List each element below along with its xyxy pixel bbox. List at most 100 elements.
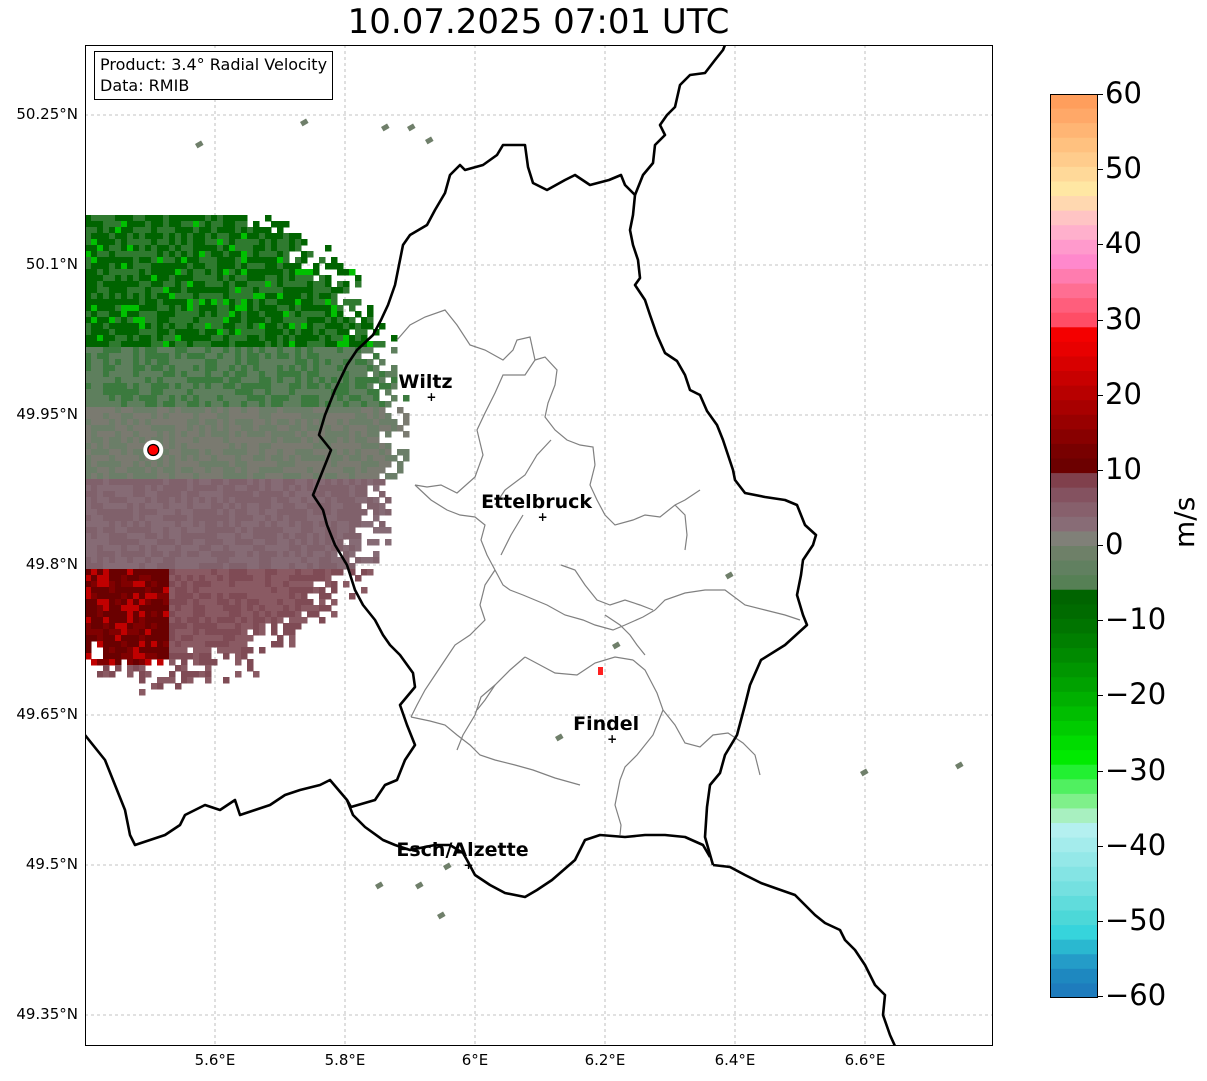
radar-pixel	[217, 425, 224, 432]
radar-pixel	[259, 515, 266, 522]
radar-pixel	[193, 509, 200, 516]
radar-pixel	[121, 599, 128, 606]
radar-pixel	[121, 449, 128, 456]
radar-pixel	[361, 377, 368, 384]
radar-pixel	[97, 311, 104, 318]
radar-pixel	[109, 551, 116, 558]
radar-pixel	[241, 599, 248, 606]
radar-pixel	[211, 413, 218, 420]
radar-pixel	[247, 311, 254, 318]
radar-pixel	[355, 323, 362, 330]
radar-pixel	[157, 629, 164, 636]
radar-pixel	[127, 305, 134, 312]
radar-pixel	[259, 269, 266, 276]
radar-pixel	[205, 377, 212, 384]
radar-pixel	[163, 371, 170, 378]
radar-pixel	[169, 551, 176, 558]
radar-pixel	[115, 491, 122, 498]
radar-pixel	[145, 383, 152, 390]
radar-pixel	[289, 533, 296, 540]
radar-pixel	[133, 431, 140, 438]
radar-pixel	[139, 431, 146, 438]
radar-pixel	[319, 551, 326, 558]
radar-pixel	[217, 509, 224, 516]
radar-pixel	[355, 401, 362, 408]
radar-pixel	[241, 593, 248, 600]
radar-pixel	[247, 353, 254, 360]
radar-pixel	[211, 515, 218, 522]
radar-pixel	[139, 605, 146, 612]
radar-pixel	[289, 269, 296, 276]
radar-pixel	[157, 239, 164, 246]
radar-pixel	[247, 617, 254, 624]
radar-pixel	[193, 599, 200, 606]
radar-pixel	[175, 221, 182, 228]
radar-pixel	[247, 365, 254, 372]
radar-pixel	[247, 461, 254, 468]
radar-pixel	[139, 533, 146, 540]
radar-pixel	[181, 533, 188, 540]
radar-pixel	[271, 629, 278, 636]
radar-pixel	[139, 371, 146, 378]
radar-pixel	[169, 527, 176, 534]
radar-pixel	[139, 635, 146, 642]
radar-pixel	[301, 515, 308, 522]
radar-pixel	[313, 515, 320, 522]
radar-pixel	[211, 383, 218, 390]
radar-pixel	[91, 227, 98, 234]
radar-pixel	[181, 257, 188, 264]
radar-pixel	[91, 593, 98, 600]
radar-pixel	[217, 311, 224, 318]
radar-pixel	[133, 407, 140, 414]
radar-pixel	[85, 527, 92, 534]
radar-pixel	[187, 629, 194, 636]
radar-pixel	[145, 575, 152, 582]
radar-pixel	[163, 221, 170, 228]
radar-pixel	[97, 419, 104, 426]
radar-pixel	[307, 455, 314, 462]
radar-pixel	[343, 431, 350, 438]
radar-pixel	[187, 527, 194, 534]
radar-pixel	[241, 587, 248, 594]
radar-pixel	[151, 401, 158, 408]
radar-pixel	[283, 593, 290, 600]
y-tick-label: 49.8°N	[25, 555, 78, 573]
radar-pixel	[277, 479, 284, 486]
radar-pixel	[133, 659, 140, 666]
radar-pixel	[115, 497, 122, 504]
radar-pixel	[355, 275, 362, 282]
radar-pixel	[247, 305, 254, 312]
radar-pixel	[157, 653, 164, 660]
radar-pixel	[127, 269, 134, 276]
radar-pixel	[343, 473, 350, 480]
radar-pixel	[199, 647, 206, 654]
radar-pixel	[187, 227, 194, 234]
radar-pixel	[133, 275, 140, 282]
radar-pixel	[385, 539, 392, 546]
radar-pixel	[115, 257, 122, 264]
radar-pixel	[157, 545, 164, 552]
radar-pixel	[181, 227, 188, 234]
radar-pixel	[295, 275, 302, 282]
radar-pixel	[247, 233, 254, 240]
radar-pixel	[163, 473, 170, 480]
radar-pixel	[205, 347, 212, 354]
radar-pixel	[397, 461, 404, 468]
radar-pixel	[217, 401, 224, 408]
radar-pixel	[241, 635, 248, 642]
radar-pixel	[127, 275, 134, 282]
radar-pixel	[289, 311, 296, 318]
radar-pixel	[163, 389, 170, 396]
radar-pixel	[361, 485, 368, 492]
radar-pixel	[85, 389, 92, 396]
radar-pixel	[373, 497, 380, 504]
radar-pixel	[151, 323, 158, 330]
radar-pixel	[187, 587, 194, 594]
radar-pixel	[307, 329, 314, 336]
radar-pixel	[205, 611, 212, 618]
radar-pixel	[103, 293, 110, 300]
radar-pixel	[235, 659, 242, 666]
radar-pixel	[115, 287, 122, 294]
radar-pixel	[289, 377, 296, 384]
radar-pixel	[205, 233, 212, 240]
